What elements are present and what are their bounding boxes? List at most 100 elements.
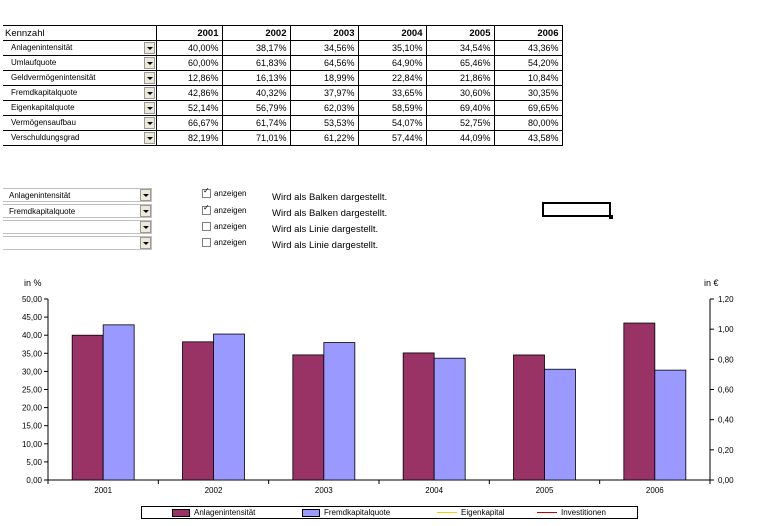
y-tick-label: 40,00	[22, 331, 43, 340]
table-cell[interactable]: 43,58%	[494, 130, 563, 146]
table-cell[interactable]: 61,83%	[222, 55, 291, 71]
dropdown-arrow-icon[interactable]	[140, 189, 151, 201]
kennzahl-dropdown[interactable]: Fremdkapitalquote	[3, 86, 156, 100]
table-cell[interactable]: 12,86%	[156, 70, 223, 86]
show-checkbox-1[interactable]: anzeigen	[202, 186, 246, 198]
header-year: 2003	[290, 25, 359, 41]
table-cell[interactable]: 64,56%	[290, 55, 359, 71]
table-cell[interactable]: 16,13%	[222, 70, 291, 86]
table-cell[interactable]: 69,40%	[426, 100, 495, 116]
kennzahl-select[interactable]: Eigenkapitalquote	[3, 100, 157, 116]
table-cell[interactable]: 65,46%	[426, 55, 495, 71]
table-cell[interactable]: 62,03%	[290, 100, 359, 116]
table-cell[interactable]: 30,60%	[426, 85, 495, 101]
active-cell[interactable]	[542, 202, 613, 219]
table-cell[interactable]: 61,22%	[290, 130, 359, 146]
table-cell[interactable]: 35,10%	[358, 40, 427, 56]
table-cell[interactable]: 80,00%	[494, 115, 563, 131]
dropdown-arrow-icon[interactable]	[143, 86, 155, 99]
checkbox-unchecked-icon[interactable]	[202, 222, 211, 231]
show-checkbox-4[interactable]: anzeigen	[202, 238, 246, 247]
kennzahl-select[interactable]: Verschuldungsgrad	[3, 130, 157, 146]
kennzahl-dropdown[interactable]: Geldvermögenintensität	[3, 71, 156, 85]
dropdown-arrow-icon[interactable]	[140, 237, 151, 249]
dropdown-arrow-icon[interactable]	[143, 116, 155, 129]
kennzahl-dropdown[interactable]: Vermögensaufbau	[3, 116, 156, 130]
table-header-row: Kennzahl 2001 2002 2003 2004 2005 2006	[3, 25, 563, 41]
series-select-2[interactable]: Fremdkapitalquote	[3, 204, 152, 218]
table-cell[interactable]: 52,14%	[156, 100, 223, 116]
table-cell[interactable]: 58,59%	[358, 100, 427, 116]
dropdown-arrow-icon[interactable]	[140, 221, 151, 233]
table-cell[interactable]: 43,36%	[494, 40, 563, 56]
y2-tick-label: 0,40	[718, 416, 734, 425]
kennzahl-dropdown[interactable]: Anlagenintensität	[3, 41, 156, 55]
table-cell[interactable]: 44,09%	[426, 130, 495, 146]
legend-label: Eigenkapital	[461, 508, 505, 517]
bar-anlagenintensitaet	[623, 322, 656, 481]
table-cell[interactable]: 53,53%	[290, 115, 359, 131]
table-cell[interactable]: 40,32%	[222, 85, 291, 101]
table-cell[interactable]: 52,75%	[426, 115, 495, 131]
y2-tick-label: 0,80	[718, 355, 734, 364]
kennzahl-select[interactable]: Fremdkapitalquote	[3, 85, 157, 101]
table-cell[interactable]: 18,99%	[290, 70, 359, 86]
header-year: 2002	[222, 25, 291, 41]
legend-swatch	[302, 508, 320, 517]
dropdown-arrow-icon[interactable]	[143, 41, 155, 54]
series-select-1[interactable]: Anlagenintensität	[3, 188, 152, 202]
dropdown-arrow-icon[interactable]	[143, 131, 155, 144]
table-cell[interactable]: 34,54%	[426, 40, 495, 56]
table-cell[interactable]: 71,01%	[222, 130, 291, 146]
select-value: Anlagenintensität	[9, 191, 71, 200]
kennzahl-dropdown[interactable]: Umlaufquote	[3, 56, 156, 70]
show-checkbox-2[interactable]: anzeigen	[202, 203, 246, 215]
table-cell[interactable]: 69,65%	[494, 100, 563, 116]
table-cell[interactable]: 37,97%	[290, 85, 359, 101]
table-cell[interactable]: 10,84%	[494, 70, 563, 86]
checkbox-checked-icon[interactable]	[202, 186, 211, 198]
kennzahl-select[interactable]: Vermögensaufbau	[3, 115, 157, 131]
dropdown-arrow-icon[interactable]	[143, 101, 155, 114]
dropdown-arrow-icon[interactable]	[140, 205, 151, 217]
kennzahl-select[interactable]: Umlaufquote	[3, 55, 157, 71]
table-cell[interactable]: 21,86%	[426, 70, 495, 86]
table-cell[interactable]: 30,35%	[494, 85, 563, 101]
table-cell[interactable]: 54,07%	[358, 115, 427, 131]
table-cell[interactable]: 56,79%	[222, 100, 291, 116]
table-cell[interactable]: 38,17%	[222, 40, 291, 56]
checkbox-label: anzeigen	[214, 238, 247, 247]
kennzahl-name: Fremdkapitalquote	[11, 87, 78, 97]
table-cell[interactable]: 22,84%	[358, 70, 427, 86]
series-select-3[interactable]	[3, 220, 152, 234]
kennzahl-select[interactable]: Anlagenintensität	[3, 40, 157, 56]
table-row: Eigenkapitalquote 52,14% 56,79% 62,03% 58,59…	[3, 100, 563, 116]
table-cell[interactable]: 66,67%	[156, 115, 223, 131]
kennzahl-dropdown[interactable]: Eigenkapitalquote	[3, 101, 156, 115]
checkbox-unchecked-icon[interactable]	[202, 238, 211, 247]
kennzahl-select[interactable]: Geldvermögenintensität	[3, 70, 157, 86]
table-cell[interactable]: 42,86%	[156, 85, 223, 101]
dropdown-arrow-icon[interactable]	[143, 56, 155, 69]
y-tick-label: 20,00	[22, 404, 43, 413]
table-cell[interactable]: 57,44%	[358, 130, 427, 146]
table-cell[interactable]: 33,65%	[358, 85, 427, 101]
bar-anlagenintensitaet	[292, 354, 325, 481]
show-checkbox-3[interactable]: anzeigen	[202, 222, 246, 231]
table-cell[interactable]: 60,00%	[156, 55, 223, 71]
series-select-4[interactable]	[3, 236, 152, 250]
table-cell[interactable]: 34,56%	[290, 40, 359, 56]
table-cell[interactable]: 82,19%	[156, 130, 223, 146]
table-cell[interactable]: 64,90%	[358, 55, 427, 71]
legend-item: Fremdkapitalquote	[302, 508, 390, 517]
dropdown-arrow-icon[interactable]	[143, 71, 155, 84]
table-cell[interactable]: 61,74%	[222, 115, 291, 131]
table-cell[interactable]: 54,20%	[494, 55, 563, 71]
checkbox-checked-icon[interactable]	[202, 203, 211, 215]
kennzahl-dropdown[interactable]: Verschuldungsgrad	[3, 131, 156, 145]
bar-fremdkapitalquote	[654, 369, 687, 481]
y-tick-label: 15,00	[22, 422, 43, 431]
checkbox-label: anzeigen	[214, 222, 247, 231]
legend-item: Eigenkapital	[437, 508, 505, 517]
table-cell[interactable]: 40,00%	[156, 40, 223, 56]
